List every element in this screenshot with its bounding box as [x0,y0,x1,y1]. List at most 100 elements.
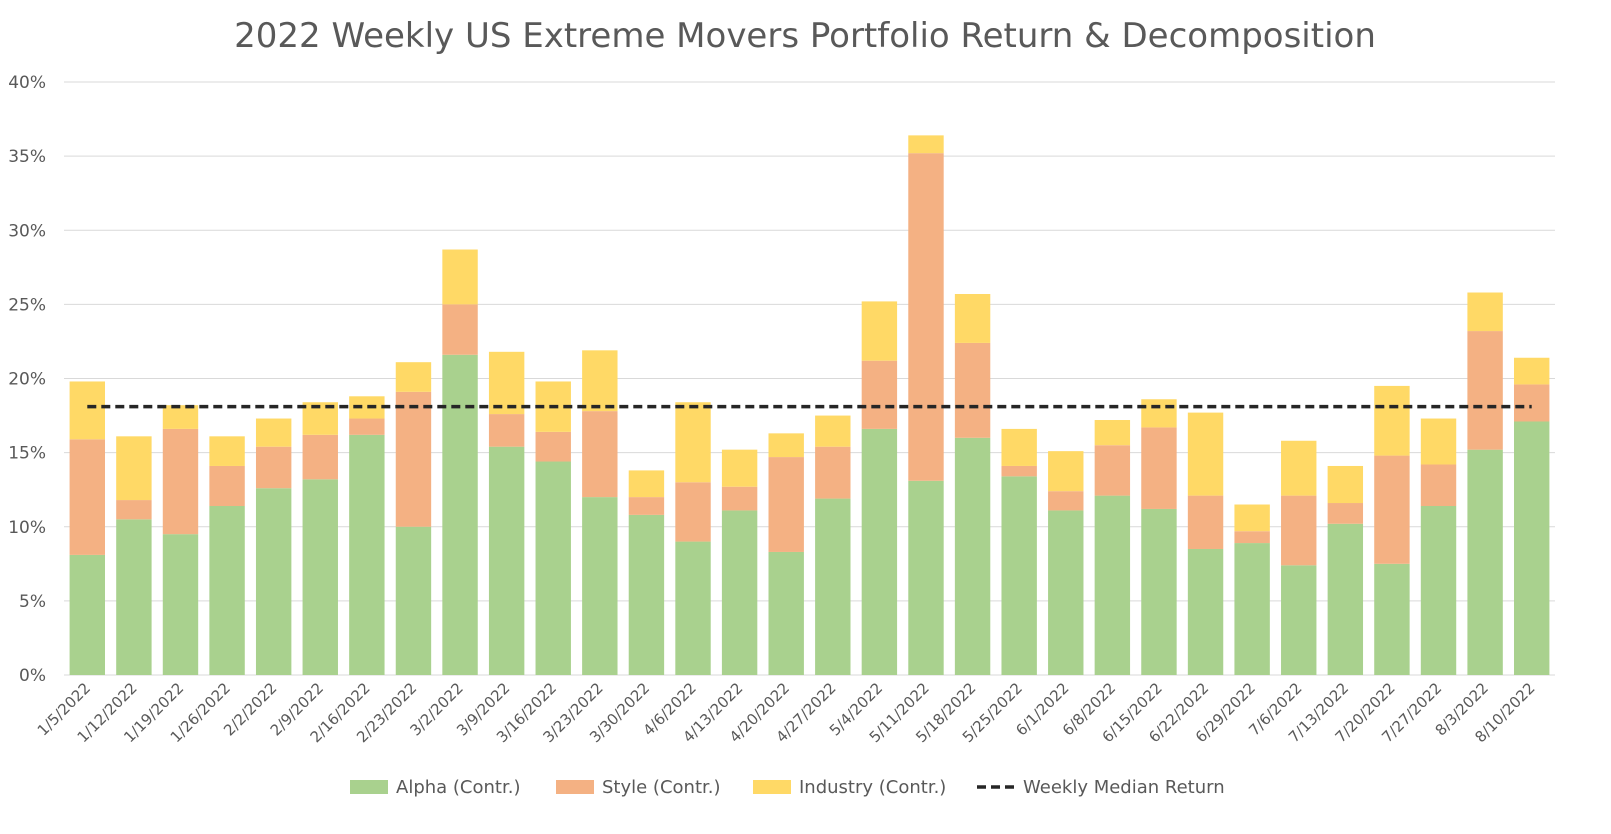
y-tick-label: 10% [8,518,46,538]
bar-segment-style [582,411,618,498]
legend-label: Style (Contr.) [602,777,721,798]
bar-segment-style [116,500,152,520]
bar-segment-alpha [69,554,105,675]
bar-segment-alpha [954,437,991,675]
chart-title: 2022 Weekly US Extreme Movers Portfolio … [234,16,1376,56]
bar-segment-style [69,439,105,555]
bar-segment-alpha [675,541,711,675]
bar-segment-industry [209,436,245,466]
bar-segment-industry [69,381,105,440]
bar-segment-alpha [721,510,758,675]
bar-segment-alpha [488,446,525,675]
bar-segment-style [628,497,665,515]
bar-segment-alpha [861,428,898,675]
bar-segment-industry [582,350,618,412]
bar-segment-style [209,465,245,506]
y-tick-label: 20% [8,370,46,390]
bar-segment-industry [1048,451,1084,492]
bar-segment-style [1420,464,1457,506]
bar-segment-style [442,304,478,355]
bar-segment-alpha [1467,449,1503,675]
bar-segment-industry [721,449,758,487]
bar-segment-alpha [442,354,478,675]
bar-segment-alpha [1094,495,1131,675]
legend-label: Industry (Contr.) [799,777,946,798]
bar-segment-alpha [395,526,432,675]
bar-segment-style [302,434,338,480]
legend-swatch [350,780,388,794]
bar-segment-style [675,482,711,542]
bar-segment-alpha [255,488,292,675]
bar-segment-style [1514,384,1550,422]
bar-segment-style [1234,531,1270,544]
bar-segment-alpha [1514,421,1550,675]
bar-segment-style [908,153,944,481]
bar-segment-industry [815,415,851,447]
bar-segment-style [535,431,571,462]
y-tick-label: 30% [8,221,46,241]
bar-segment-style [1327,503,1364,524]
bar-segment-alpha [815,498,851,675]
bar-segment-alpha [768,551,804,675]
y-tick-label: 5% [19,592,46,612]
x-axis-ticks: 1/5/20221/12/20221/19/20221/26/20222/2/2… [34,679,1539,746]
bar-segment-alpha [1048,510,1084,675]
bar-segment-alpha [1420,506,1457,675]
bar-segment-style [1001,465,1037,477]
bar-segment-alpha [535,461,571,675]
bar-segment-alpha [1141,508,1177,675]
bar-segment-alpha [1187,548,1224,675]
bar-segment-industry [488,351,525,415]
bar-segment-style [1094,445,1131,496]
bar-segment-alpha [302,479,338,675]
bar-segment-industry [908,135,944,154]
bar-segment-style [1281,495,1317,566]
bar-segment-alpha [349,434,385,675]
y-tick-label: 40% [8,73,46,93]
bar-segment-style [395,391,432,527]
bar-segment-alpha [1281,565,1317,675]
bar-segment-style [721,486,758,511]
bar-segment-industry [628,470,665,498]
bar-segment-style [954,342,991,438]
bar-segment-alpha [209,506,245,675]
bar-segment-industry [861,301,898,361]
bar-segment-industry [1281,440,1317,496]
legend-label: Alpha (Contr.) [396,777,520,798]
bar-segment-industry [1234,504,1270,532]
bar-segment-alpha [1234,543,1270,675]
legend-swatch [556,780,594,794]
bar-segment-industry [1094,420,1131,446]
bar-segment-industry [1187,412,1224,496]
bar-segment-style [488,414,525,447]
bar-segment-style [1374,455,1410,564]
bar-segment-alpha [582,497,618,675]
legend: Alpha (Contr.) Style (Contr.) Industry (Co… [350,777,1225,798]
bar-segment-industry [1467,292,1503,332]
bar-segment-alpha [162,534,199,675]
y-tick-label: 35% [8,147,46,167]
y-tick-label: 25% [8,295,46,315]
bar-segment-industry [1141,399,1177,428]
bar-segment-style [1141,427,1177,509]
bar-segment-alpha [628,514,665,675]
bar-segment-industry [1420,418,1457,465]
bar-segment-style [162,428,199,535]
bar-segment-alpha [1001,476,1037,675]
bar-segment-industry [255,418,292,447]
bar-segment-alpha [1374,563,1410,675]
bar-segment-industry [1514,357,1550,385]
bar-segment-alpha [116,519,152,675]
bar-segment-industry [349,396,385,419]
y-tick-label: 15% [8,444,46,464]
bar-segment-industry [1327,465,1364,504]
bar-segment-industry [116,436,152,501]
legend-swatch [753,780,791,794]
bar-segment-industry [768,433,804,458]
bar-segment-style [1187,495,1224,549]
y-axis-ticks: 0% 5% 10% 15% 20% 25% 30% 35% 40% [8,73,46,686]
bar-segment-style [861,360,898,429]
bar-segment-style [815,446,851,499]
bar-segment-style [1467,331,1503,450]
